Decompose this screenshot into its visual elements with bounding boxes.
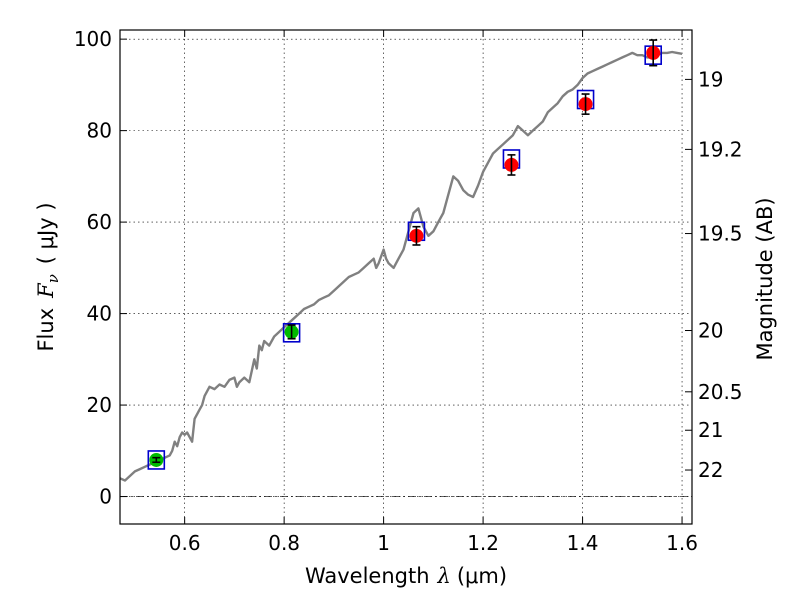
x-tick-label: 0.8 bbox=[268, 531, 300, 555]
axis-ticks bbox=[120, 30, 692, 524]
right-tick-label: 19 bbox=[698, 67, 723, 91]
model-spectrum-line bbox=[119, 50, 683, 482]
tick-labels: 0.6 0.8 1 1.2 1.4 1.6 0 20 40 60 80 100 19 19.2 19.5 20… bbox=[74, 27, 743, 555]
y-axis-label: FluxFν( μJy ) bbox=[34, 202, 62, 351]
right-tick-label: 19.5 bbox=[698, 222, 743, 246]
right-tick-label: 20 bbox=[698, 319, 723, 343]
x-tick-label: 1 bbox=[377, 531, 390, 555]
y-tick-label: 80 bbox=[87, 119, 112, 143]
x-tick-label: 1.2 bbox=[467, 531, 499, 555]
x-tick-label: 0.6 bbox=[169, 531, 201, 555]
y-tick-label: 20 bbox=[87, 393, 112, 417]
x-axis-label: Wavelength λ (μm) bbox=[305, 564, 507, 588]
y-tick-label: 0 bbox=[99, 485, 112, 509]
y-tick-label: 60 bbox=[87, 210, 112, 234]
plot-frame bbox=[119, 29, 693, 525]
y-tick-label: 100 bbox=[74, 27, 112, 51]
right-tick-label: 22 bbox=[698, 458, 723, 482]
x-tick-label: 1.6 bbox=[666, 531, 698, 555]
right-tick-label: 19.2 bbox=[698, 137, 743, 161]
y-tick-label: 40 bbox=[87, 302, 112, 326]
x-tick-label: 1.4 bbox=[567, 531, 599, 555]
data-markers bbox=[147, 39, 663, 470]
right-axis-label: Magnitude (AB) bbox=[753, 197, 777, 360]
right-tick-label: 21 bbox=[698, 418, 723, 442]
model-band-square bbox=[282, 323, 301, 343]
grid-lines bbox=[120, 30, 692, 524]
model-spectrum-layer bbox=[119, 50, 683, 482]
model-band-square bbox=[147, 450, 166, 470]
right-tick-label: 20.5 bbox=[698, 380, 743, 404]
